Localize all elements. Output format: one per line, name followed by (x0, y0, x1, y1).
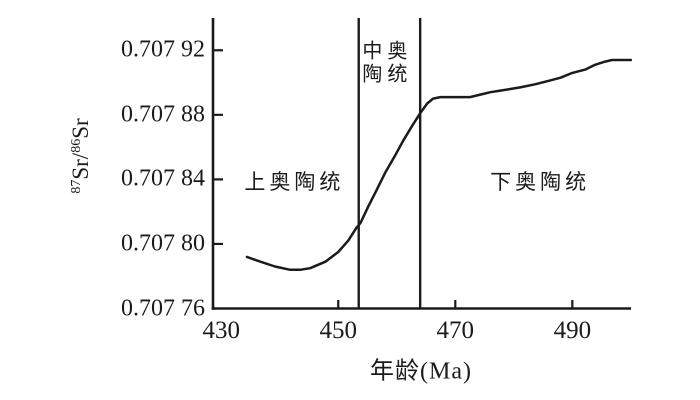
x-tick-label-430: 430 (202, 317, 240, 344)
region-label-upper-ordovician: 上奥陶统 (244, 169, 345, 194)
x-tick-label-450: 450 (319, 317, 357, 344)
region-label-lower-ordovician: 下奥陶统 (490, 169, 591, 194)
y-axis-title-superscript-87: 87 (69, 179, 84, 194)
y-tick-label-070784: 0.707 84 (121, 165, 205, 192)
y-tick-label-070788: 0.707 88 (121, 101, 205, 128)
y-axis-title-sr-slash: Sr/ (68, 152, 93, 180)
region-label-middle-ordovician: 中奥 陶统 (362, 40, 413, 86)
y-tick-label-070776: 0.707 76 (121, 295, 205, 321)
x-tick-label-490: 490 (553, 317, 592, 344)
y-axis-title: 87Sr/86Sr (68, 118, 94, 193)
sr-isotope-curve (245, 58, 633, 272)
x-axis-title: 年龄(Ma) (370, 358, 472, 385)
x-tick-label-470: 470 (436, 317, 475, 344)
y-tick-label-070792: 0.707 92 (121, 36, 205, 63)
y-axis-title-sr: Sr (68, 118, 93, 139)
y-axis-title-superscript-86: 86 (69, 138, 84, 153)
y-tick-label-070780: 0.707 80 (121, 230, 205, 257)
